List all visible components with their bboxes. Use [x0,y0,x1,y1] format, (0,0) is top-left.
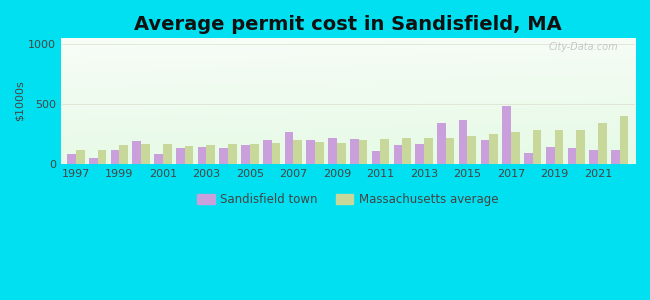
Bar [424,138,433,164]
Bar [446,138,454,164]
Bar [163,144,172,164]
Bar [546,147,554,164]
Legend: Sandisfield town, Massachusetts average: Sandisfield town, Massachusetts average [192,188,504,211]
Bar [350,139,359,164]
Bar [285,132,293,164]
Bar [459,120,467,164]
Bar [554,130,563,164]
Bar [293,140,302,164]
Bar [220,148,228,164]
Bar [307,140,315,164]
Bar [89,158,98,164]
Bar [393,145,402,164]
Bar [372,151,380,164]
Bar [415,144,424,164]
Bar [328,138,337,164]
Bar [228,144,237,164]
Bar [141,144,150,164]
Bar [272,143,280,164]
Bar [241,145,250,164]
Bar [480,140,489,164]
Bar [98,149,107,164]
Bar [67,154,76,164]
Bar [380,139,389,164]
Y-axis label: $1000s: $1000s [15,81,25,122]
Bar [198,147,207,164]
Title: Average permit cost in Sandisfield, MA: Average permit cost in Sandisfield, MA [134,15,562,34]
Bar [207,145,215,164]
Bar [467,136,476,164]
Bar [133,141,141,164]
Bar [120,145,128,164]
Bar [185,146,193,164]
Bar [76,149,85,164]
Bar [511,132,520,164]
Bar [611,149,619,164]
Bar [402,138,411,164]
Bar [598,123,606,164]
Bar [263,140,272,164]
Bar [337,143,346,164]
Bar [315,142,324,164]
Bar [577,130,585,164]
Bar [111,149,120,164]
Bar [619,116,629,164]
Bar [176,148,185,164]
Bar [502,106,511,164]
Bar [567,148,577,164]
Bar [359,140,367,164]
Bar [154,154,163,164]
Bar [250,144,259,164]
Bar [533,130,541,164]
Bar [489,134,498,164]
Bar [590,149,598,164]
Text: City-Data.com: City-Data.com [548,42,617,52]
Bar [437,123,446,164]
Bar [524,152,533,164]
